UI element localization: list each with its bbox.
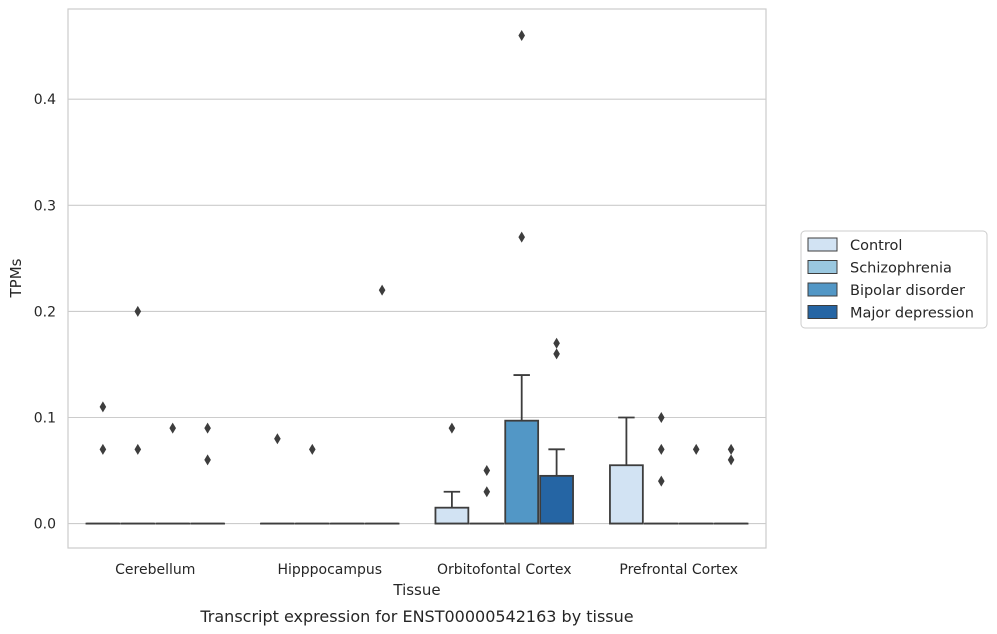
- box-bipolar-disorder: [155, 422, 191, 525]
- box-schizophrenia: [469, 465, 505, 525]
- x-tick-label: Cerebellum: [115, 562, 195, 578]
- box-control: [609, 416, 644, 525]
- box-major-depression: [190, 422, 225, 525]
- y-tick-label: 0.2: [34, 304, 56, 320]
- y-tick-label: 0.4: [34, 92, 56, 108]
- plot-frame: [67, 8, 767, 549]
- box-groups: [85, 30, 749, 525]
- x-tick-label: Prefrontal Cortex: [619, 562, 738, 578]
- outlier-point: [274, 433, 281, 445]
- box-iqr: [609, 464, 644, 525]
- box-bipolar-disorder: [678, 443, 714, 525]
- outlier-point: [204, 422, 211, 434]
- outlier-point: [658, 411, 665, 423]
- box-schizophrenia: [120, 305, 156, 525]
- outlier-point: [727, 443, 735, 455]
- outlier-point: [483, 486, 491, 498]
- outlier-point: [553, 337, 560, 349]
- legend-frame: [800, 230, 988, 329]
- outlier-point: [658, 443, 665, 455]
- outlier-point: [448, 422, 456, 434]
- grid-lines: [68, 98, 766, 525]
- y-axis-label: TPMs: [7, 258, 25, 298]
- x-axis-label: Tissue: [392, 581, 440, 599]
- box-control: [260, 433, 295, 525]
- outlier-point: [309, 443, 316, 455]
- outlier-point: [204, 454, 211, 466]
- outlier-point: [658, 475, 665, 487]
- x-tick-label: Hipppocampus: [277, 562, 382, 578]
- outlier-point: [518, 30, 525, 42]
- legend-swatch: [807, 260, 838, 274]
- y-tick-label: 0.1: [34, 410, 56, 426]
- legend-swatch: [807, 237, 838, 252]
- box-major-depression: [539, 337, 574, 525]
- y-tick-label: 0.0: [34, 517, 56, 533]
- y-axis-ticks: 0.0 0.1 0.2 0.3 0.4: [34, 92, 56, 532]
- outlier-point: [378, 284, 386, 296]
- outlier-point: [553, 348, 560, 360]
- x-tick-label: Orbitofontal Cortex: [437, 562, 572, 578]
- outlier-point: [134, 305, 142, 317]
- box-iqr: [539, 474, 574, 525]
- legend-swatch: [807, 282, 838, 297]
- box-iqr: [504, 419, 540, 525]
- legend: Control Schizophrenia Bipolar disorder Majo…: [800, 230, 988, 329]
- legend-label: Control: [850, 238, 902, 254]
- box-iqr: [434, 506, 470, 525]
- chart-caption: Transcript expression for ENST0000054216…: [199, 607, 633, 626]
- outlier-point: [99, 401, 107, 413]
- outlier-point: [134, 443, 142, 455]
- legend-label: Bipolar disorder: [850, 283, 965, 299]
- legend-swatch: [807, 305, 838, 319]
- box-schizophrenia: [294, 443, 330, 525]
- box-control: [434, 422, 470, 525]
- legend-label: Major depression: [850, 306, 974, 322]
- outlier-point: [99, 443, 107, 455]
- outlier-point: [169, 422, 176, 434]
- box-schizophrenia: [643, 411, 679, 525]
- outlier-point: [692, 443, 700, 455]
- box-major-depression: [713, 443, 749, 525]
- box-control: [85, 401, 121, 525]
- x-axis-ticks: Cerebellum Hipppocampus Orbitofontal Corte…: [115, 562, 738, 578]
- legend-label: Schizophrenia: [850, 261, 952, 277]
- outlier-point: [518, 231, 525, 243]
- outlier-point: [727, 454, 735, 466]
- outlier-point: [483, 465, 491, 477]
- box-bipolar-disorder: [504, 30, 540, 525]
- box-major-depression: [364, 284, 400, 525]
- y-tick-label: 0.3: [34, 198, 56, 214]
